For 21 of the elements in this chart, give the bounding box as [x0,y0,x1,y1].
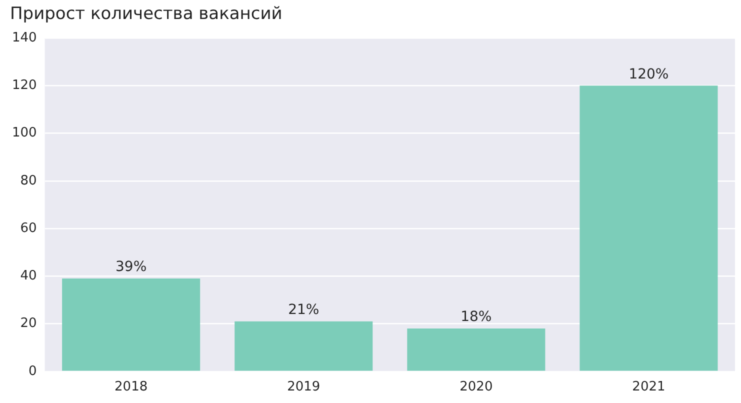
y-tick-label: 100 [12,126,37,141]
y-tick-label: 80 [20,173,37,188]
data-label: 18% [460,309,492,326]
y-tick-label: 120 [12,78,37,94]
bar [580,86,718,371]
data-label: 120% [628,66,669,82]
bar [407,328,546,371]
chart-title: Прирост количества вакансий [10,4,282,24]
y-tick-label: 20 [20,316,37,332]
bar [234,321,373,371]
y-tick-label: 40 [20,268,37,284]
data-label: 39% [116,259,147,276]
y-tick-label: 60 [20,220,37,236]
data-label: 21% [288,302,320,318]
x-tick-label: 2018 [114,380,148,395]
x-tick-label: 2020 [460,380,493,395]
x-tick-label: 2019 [287,380,320,395]
bar [62,278,200,371]
y-tick-label: 0 [28,364,37,379]
y-tick-label: 140 [12,30,37,46]
x-tick-label: 2021 [632,380,666,395]
